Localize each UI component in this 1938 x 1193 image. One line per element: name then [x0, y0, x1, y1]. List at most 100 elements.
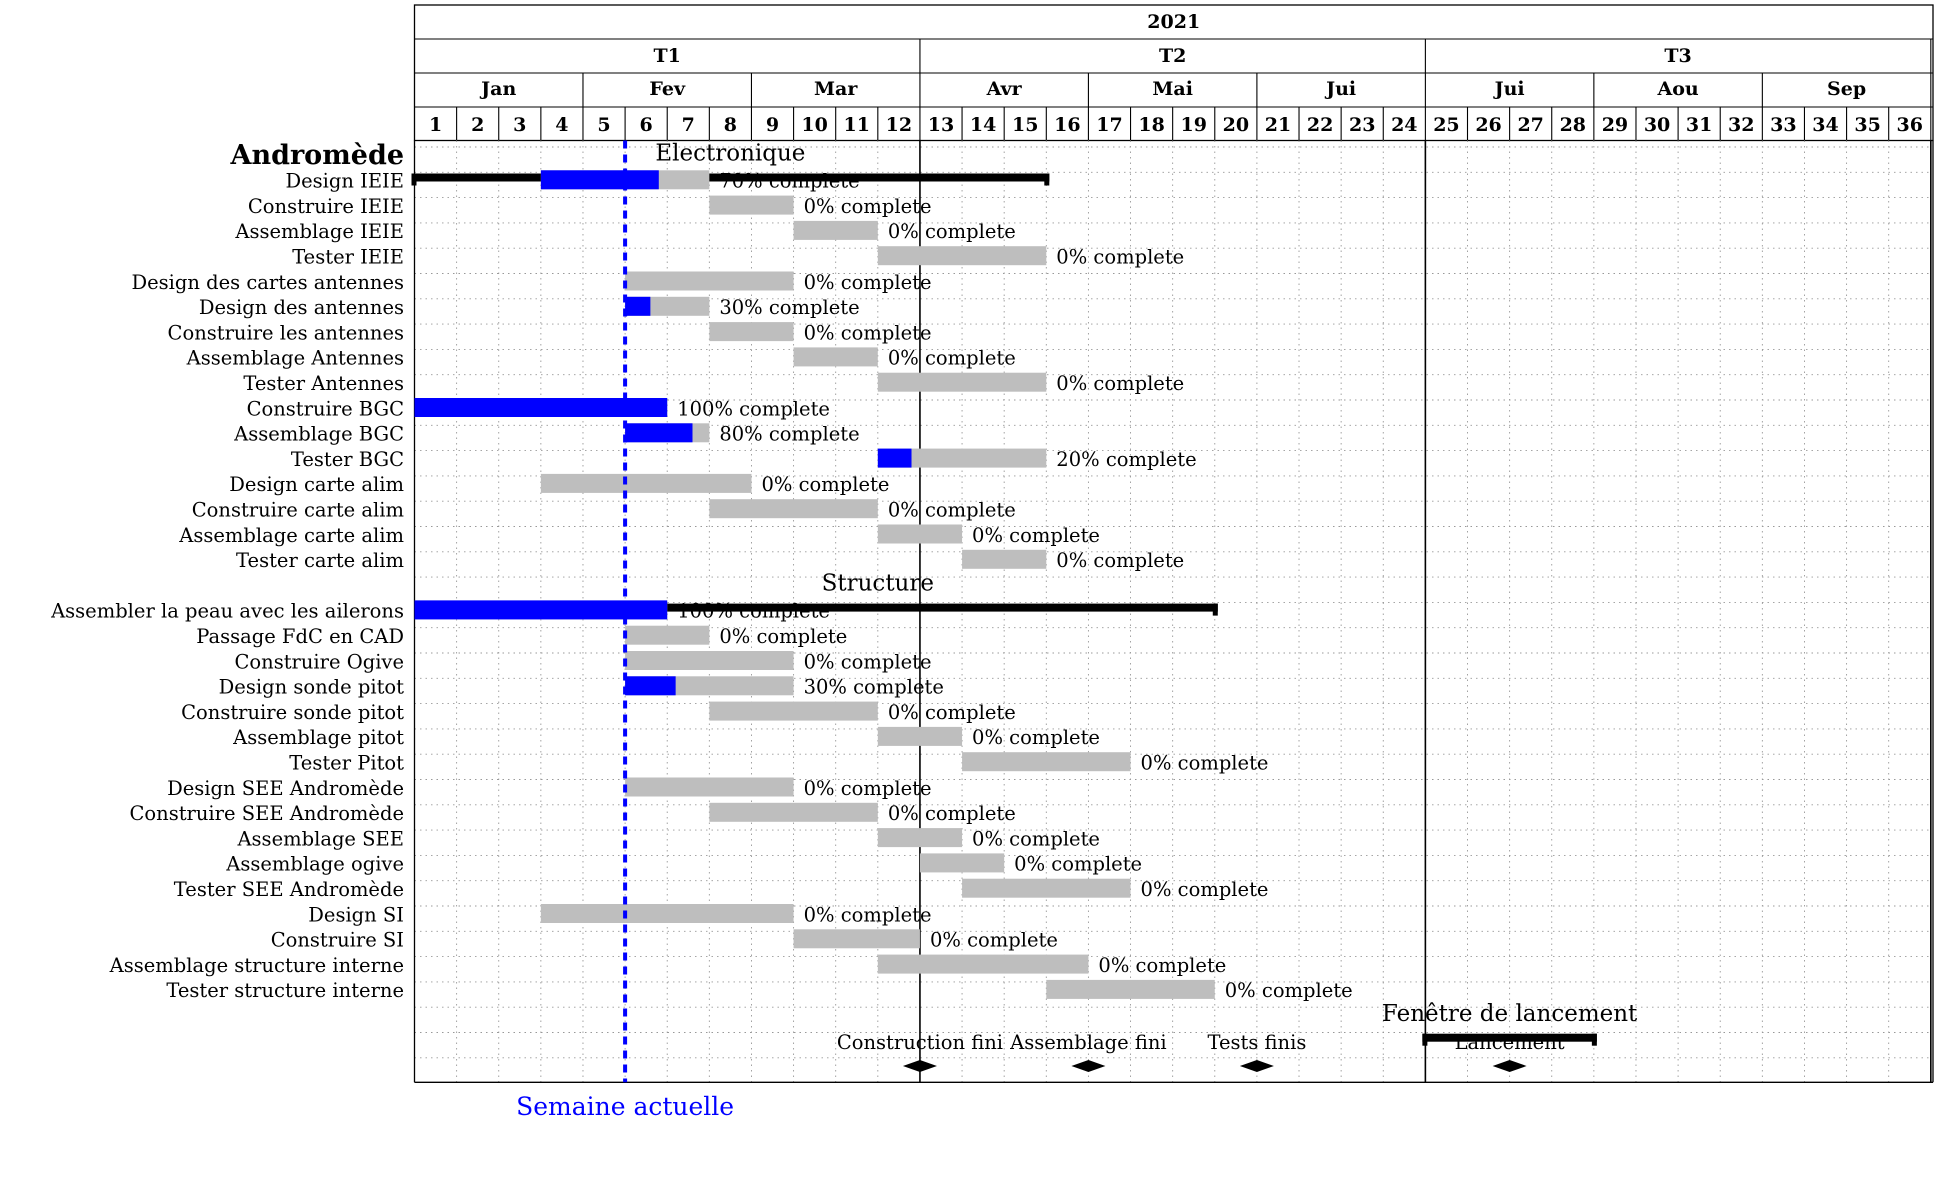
- week-label: 33: [1770, 114, 1796, 136]
- task-label: Design des antennes: [199, 296, 404, 319]
- task-bar: [793, 220, 878, 240]
- week-label: 10: [801, 114, 827, 136]
- task-bar: [625, 777, 794, 797]
- week-label: 3: [513, 114, 526, 136]
- task-progress-label: 30% complete: [719, 296, 859, 319]
- task-label: Construire sonde pitot: [181, 701, 404, 724]
- task-bar: [709, 195, 794, 215]
- group-label: Structure: [822, 571, 934, 597]
- task-progress-label: 0% complete: [888, 499, 1016, 522]
- week-label: 29: [1602, 114, 1628, 136]
- task-progress: [625, 296, 651, 316]
- week-label: 16: [1054, 114, 1080, 136]
- task-progress-label: 0% complete: [888, 220, 1016, 243]
- month-label: Jui: [1493, 78, 1525, 100]
- week-label: 24: [1391, 114, 1417, 136]
- task-progress-label: 0% complete: [888, 347, 1016, 370]
- week-label: 30: [1644, 114, 1670, 136]
- week-label: 22: [1307, 114, 1333, 136]
- task-label: Tester Pitot: [289, 752, 404, 775]
- task-progress-label: 0% complete: [719, 625, 847, 648]
- task-label: Construire SEE Andromède: [129, 802, 404, 825]
- task-progress-label: 0% complete: [1098, 954, 1226, 977]
- group-bar-cap: [1212, 603, 1218, 616]
- task-label: Assemblage BGC: [233, 423, 404, 446]
- week-label: 35: [1854, 114, 1880, 136]
- milestone-label: Tests finis: [1207, 1031, 1306, 1054]
- week-label: 9: [766, 114, 779, 136]
- week-label: 2: [471, 114, 484, 136]
- group-label: Fenêtre de lancement: [1382, 1001, 1638, 1027]
- month-label: Jui: [1324, 78, 1356, 100]
- task-bar: [919, 853, 1005, 873]
- milestone-label: Construction fini: [837, 1031, 1003, 1054]
- task-progress: [877, 448, 912, 468]
- task-progress-label: 0% complete: [888, 701, 1016, 724]
- month-label: Mai: [1152, 78, 1193, 100]
- milestone-diamond: [902, 1060, 937, 1072]
- task-progress-label: 0% complete: [804, 650, 932, 673]
- group-bar: [537, 603, 1218, 612]
- chart-title: Andromède: [230, 140, 405, 171]
- task-progress-label: 0% complete: [972, 524, 1100, 547]
- task-progress-label: 0% complete: [1225, 979, 1353, 1002]
- task-progress-label: 70% complete: [719, 170, 859, 193]
- task-label: Assemblage structure interne: [109, 954, 404, 977]
- task-label: Design SEE Andromède: [167, 777, 404, 800]
- week-label: 12: [886, 114, 912, 136]
- week-label: 21: [1265, 114, 1291, 136]
- milestone-diamond: [1492, 1060, 1527, 1072]
- milestone-label: Assemblage fini: [1009, 1031, 1167, 1054]
- task-label: Design sonde pitot: [219, 676, 404, 699]
- task-progress-label: 0% complete: [761, 473, 889, 496]
- week-label: 31: [1686, 114, 1712, 136]
- task-progress: [540, 170, 659, 190]
- task-progress-label: 80% complete: [719, 423, 859, 446]
- task-label: Assemblage pitot: [232, 726, 404, 749]
- current-week-label: Semaine actuelle: [516, 1092, 734, 1121]
- task-label: Tester Antennes: [243, 372, 404, 395]
- week-label: 28: [1560, 114, 1586, 136]
- task-label: Assemblage carte alim: [178, 524, 404, 547]
- task-progress: [625, 423, 693, 443]
- group-bar-cap: [1591, 1033, 1597, 1046]
- task-bar: [793, 929, 920, 949]
- task-progress-label: 0% complete: [1141, 752, 1269, 775]
- task-label: Design SI: [308, 903, 404, 926]
- group-bar-cap: [1044, 173, 1050, 186]
- task-progress-label: 0% complete: [804, 777, 932, 800]
- year-label: 2021: [1147, 11, 1200, 33]
- task-label: Assemblage Antennes: [186, 347, 404, 370]
- week-label: 7: [682, 114, 695, 136]
- week-label: 11: [844, 114, 870, 136]
- quarter-label: T2: [1159, 45, 1186, 67]
- task-bar: [962, 878, 1131, 898]
- task-label: Tester BGC: [291, 448, 404, 471]
- month-label: Aou: [1656, 78, 1698, 100]
- task-progress: [414, 600, 668, 620]
- week-label: 34: [1812, 114, 1838, 136]
- quarter-label: T3: [1664, 45, 1691, 67]
- week-label: 5: [597, 114, 610, 136]
- week-label: 15: [1012, 114, 1038, 136]
- week-label: 32: [1728, 114, 1754, 136]
- task-progress-label: 0% complete: [1056, 246, 1184, 269]
- task-bar: [877, 246, 1047, 266]
- task-label: Tester IEIE: [292, 246, 404, 269]
- week-label: 4: [555, 114, 568, 136]
- week-label: 25: [1433, 114, 1459, 136]
- task-bar: [877, 828, 963, 848]
- task-progress-label: 0% complete: [804, 195, 932, 218]
- task-progress-label: 20% complete: [1056, 448, 1196, 471]
- task-label: Tester SEE Andromède: [174, 878, 404, 901]
- chart-overlay: Semaine actuelle: [516, 140, 734, 1121]
- milestone-label: Lancement: [1455, 1031, 1565, 1054]
- task-progress-label: 0% complete: [930, 929, 1058, 952]
- group-bar-cap: [411, 173, 417, 186]
- group-bar: [411, 173, 1050, 182]
- task-progress: [414, 398, 668, 417]
- chart-rows: Andromède Electronique Design IEIE 70% comp…: [50, 140, 1638, 1072]
- task-bar: [793, 347, 878, 367]
